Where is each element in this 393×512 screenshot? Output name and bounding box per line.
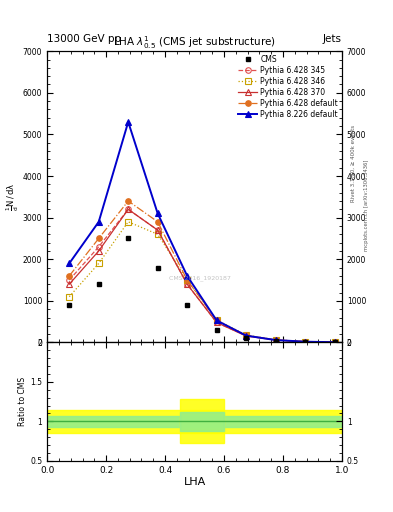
- Pythia 6.428 370: [96, 248, 101, 254]
- CMS: [273, 338, 278, 344]
- Pythia 6.428 346: [126, 219, 130, 225]
- Bar: [180, 399, 224, 443]
- Pythia 6.428 370: [155, 227, 160, 233]
- Legend: CMS, Pythia 6.428 345, Pythia 6.428 346, Pythia 6.428 370, Pythia 6.428 default,: CMS, Pythia 6.428 345, Pythia 6.428 346,…: [237, 53, 340, 120]
- Line: Pythia 6.428 346: Pythia 6.428 346: [66, 219, 337, 345]
- Pythia 6.428 default: [67, 273, 72, 279]
- Pythia 8.226 default: [185, 273, 189, 279]
- Pythia 6.428 346: [303, 338, 307, 345]
- CMS: [214, 327, 219, 333]
- Pythia 8.226 default: [303, 338, 307, 345]
- Pythia 6.428 default: [96, 236, 101, 242]
- Pythia 6.428 370: [185, 281, 189, 287]
- Y-axis label: $\frac{1}{\rm d}N\,/\,{\rm d}\lambda$: $\frac{1}{\rm d}N\,/\,{\rm d}\lambda$: [5, 183, 21, 211]
- Pythia 6.428 346: [155, 231, 160, 238]
- Pythia 6.428 default: [155, 219, 160, 225]
- Pythia 6.428 370: [273, 337, 278, 343]
- Pythia 6.428 default: [273, 337, 278, 343]
- Pythia 6.428 345: [96, 244, 101, 250]
- Pythia 6.428 345: [67, 277, 72, 283]
- Bar: [180, 412, 224, 431]
- Pythia 6.428 default: [185, 277, 189, 283]
- Line: CMS: CMS: [67, 236, 337, 345]
- Pythia 6.428 370: [244, 333, 248, 339]
- CMS: [67, 302, 72, 308]
- Line: Pythia 8.226 default: Pythia 8.226 default: [66, 118, 338, 346]
- Line: Pythia 6.428 default: Pythia 6.428 default: [66, 198, 337, 345]
- Pythia 8.226 default: [96, 219, 101, 225]
- CMS: [155, 265, 160, 271]
- Pythia 6.428 346: [214, 317, 219, 323]
- Pythia 6.428 345: [273, 337, 278, 343]
- Pythia 6.428 345: [332, 339, 337, 345]
- Text: mcplots.cern.ch [arXiv:1306.3436]: mcplots.cern.ch [arXiv:1306.3436]: [364, 159, 369, 250]
- Pythia 6.428 370: [303, 338, 307, 345]
- Pythia 6.428 346: [332, 339, 337, 345]
- Pythia 8.226 default: [155, 210, 160, 217]
- CMS: [96, 281, 101, 287]
- CMS: [185, 302, 189, 308]
- Pythia 6.428 default: [126, 198, 130, 204]
- Pythia 6.428 default: [214, 317, 219, 324]
- Pythia 6.428 370: [126, 206, 130, 212]
- Pythia 8.226 default: [126, 119, 130, 125]
- Title: LHA $\lambda^{1}_{0.5}$ (CMS jet substructure): LHA $\lambda^{1}_{0.5}$ (CMS jet substru…: [113, 34, 276, 51]
- Text: Rivet 3.1.10, ≥ 400k events: Rivet 3.1.10, ≥ 400k events: [351, 125, 356, 202]
- Pythia 6.428 346: [96, 260, 101, 266]
- Pythia 6.428 370: [332, 339, 337, 345]
- Line: Pythia 6.428 345: Pythia 6.428 345: [66, 206, 337, 345]
- CMS: [303, 339, 307, 345]
- Pythia 6.428 default: [303, 338, 307, 345]
- Pythia 6.428 345: [303, 338, 307, 345]
- Pythia 6.428 346: [244, 332, 248, 338]
- Pythia 6.428 346: [273, 337, 278, 343]
- Pythia 6.428 346: [185, 277, 189, 283]
- Text: CMS 2016_1920187: CMS 2016_1920187: [169, 275, 231, 281]
- Pythia 8.226 default: [332, 339, 337, 345]
- CMS: [126, 236, 130, 242]
- Pythia 6.428 345: [155, 227, 160, 233]
- Pythia 6.428 default: [244, 332, 248, 338]
- Line: Pythia 6.428 370: Pythia 6.428 370: [66, 206, 337, 345]
- Pythia 6.428 345: [126, 206, 130, 212]
- Pythia 6.428 370: [214, 319, 219, 326]
- CMS: [332, 339, 337, 345]
- Y-axis label: Ratio to CMS: Ratio to CMS: [18, 377, 28, 426]
- Pythia 6.428 345: [185, 281, 189, 287]
- Text: 13000 GeV pp: 13000 GeV pp: [47, 33, 121, 44]
- CMS: [244, 335, 248, 342]
- Bar: [47, 416, 342, 427]
- Pythia 8.226 default: [67, 260, 72, 266]
- Pythia 6.428 346: [67, 293, 72, 300]
- Bar: [47, 410, 342, 433]
- Pythia 6.428 345: [244, 333, 248, 339]
- Pythia 8.226 default: [244, 332, 248, 338]
- Text: Jets: Jets: [323, 33, 342, 44]
- Pythia 6.428 370: [67, 281, 72, 287]
- Pythia 6.428 default: [332, 339, 337, 345]
- Pythia 8.226 default: [273, 337, 278, 343]
- X-axis label: LHA: LHA: [184, 477, 206, 487]
- Pythia 6.428 345: [214, 319, 219, 326]
- Pythia 8.226 default: [214, 317, 219, 324]
